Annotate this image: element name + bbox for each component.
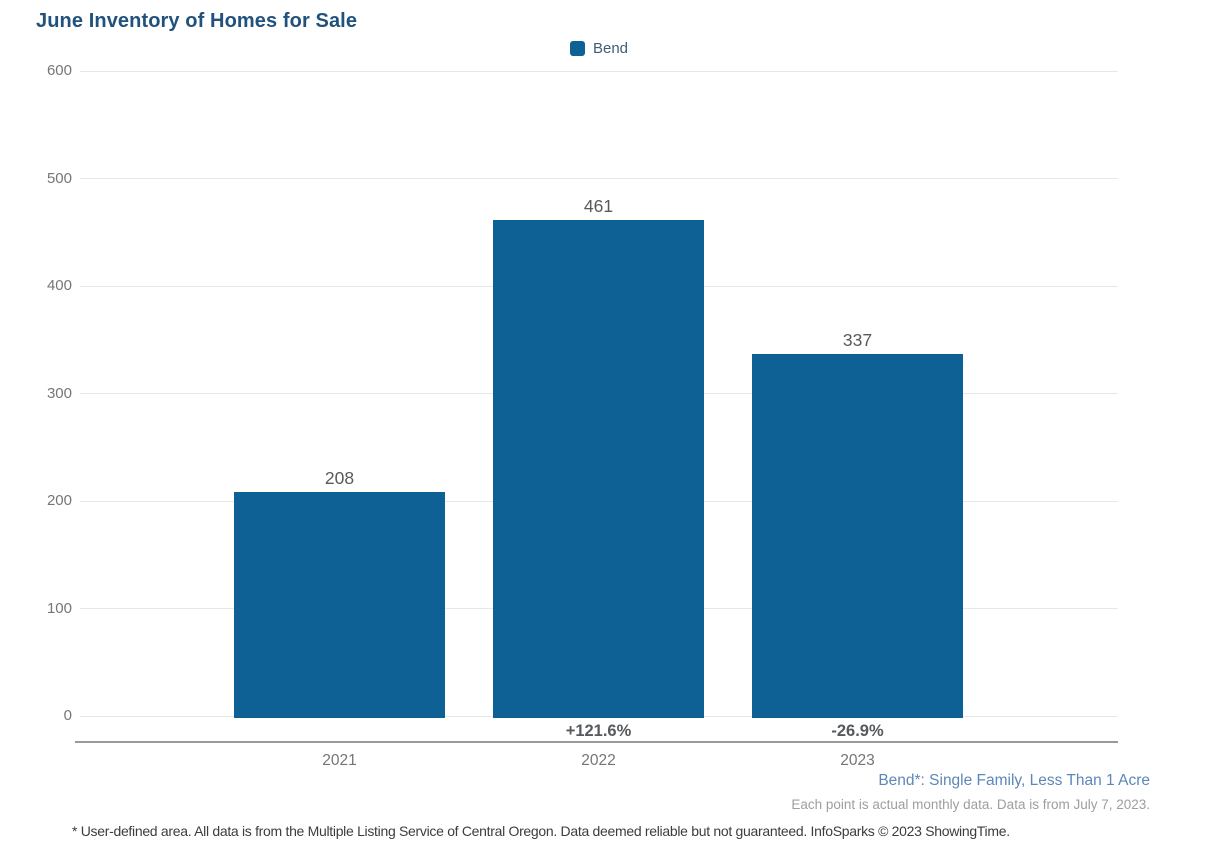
y-axis-tick-200: 200 <box>46 492 72 509</box>
x-axis-label-2023: 2023 <box>840 752 875 769</box>
legend-label-bend[interactable]: Bend <box>592 40 629 57</box>
y-axis-tick-0: 0 <box>63 707 72 724</box>
bar-value-label-2021: 208 <box>324 468 355 489</box>
footer-disclaimer: * User-defined area. All data is from th… <box>72 823 1010 839</box>
legend-swatch-bend[interactable] <box>569 41 585 56</box>
gridline-y-600 <box>80 70 1118 72</box>
x-axis-label-2022: 2022 <box>581 752 616 769</box>
y-axis-tick-500: 500 <box>46 169 72 187</box>
bar-2022[interactable] <box>493 220 704 718</box>
pct-change-label-2022: +121.6% <box>565 722 632 740</box>
bar-value-label-2023: 337 <box>842 329 873 350</box>
pct-change-label-2023: -26.9% <box>831 722 884 740</box>
legend: Bend <box>80 40 1118 57</box>
footnote-series-definition: Bend*: Single Family, Less Than 1 Acre <box>878 772 1150 789</box>
y-axis-tick-600: 600 <box>46 62 72 79</box>
bar-2023[interactable] <box>752 353 963 718</box>
y-axis-tick-300: 300 <box>46 384 72 402</box>
chart-title: June Inventory of Homes for Sale <box>36 10 358 32</box>
x-axis-label-2021: 2021 <box>322 752 357 769</box>
y-axis-tick-100: 100 <box>46 599 72 617</box>
bar-2021[interactable] <box>234 492 445 718</box>
footnote-data-note: Each point is actual monthly data. Data … <box>791 797 1150 812</box>
y-axis-tick-400: 400 <box>46 277 72 294</box>
x-axis-line <box>75 741 1118 743</box>
gridline-y-500 <box>80 178 1118 179</box>
bar-value-label-2022: 461 <box>583 196 614 217</box>
